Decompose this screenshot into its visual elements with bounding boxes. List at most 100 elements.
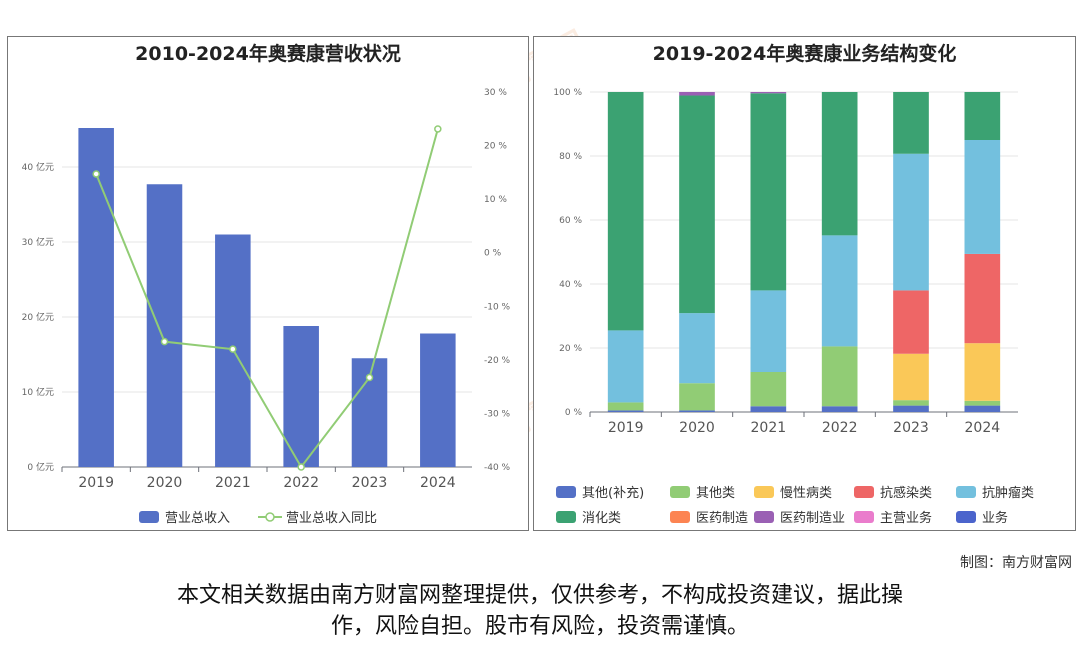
stacked-segment <box>679 410 715 412</box>
revenue-chart: 0 亿元 10 亿元 20 亿元 30 亿元 40 亿元 -40 % -30 % -20 % -… <box>22 88 511 491</box>
legend-swatch <box>139 511 159 523</box>
legend-label: 主营业务 <box>880 511 933 526</box>
stacked-segment <box>750 92 787 94</box>
stacked-segment <box>679 95 715 314</box>
legend-item[interactable]: 营业总收入同比 <box>258 507 377 526</box>
x-tick-label: 2023 <box>352 475 388 491</box>
disclaimer: 本文相关数据由南方财富网整理提供，仅供参考，不构成投资建议，据此操 作，风险自担… <box>90 580 990 642</box>
y-tick-label: 40 % <box>559 280 582 290</box>
y2-tick-label: -20 % <box>484 356 511 366</box>
y-tick-label: 0 亿元 <box>27 461 54 473</box>
revenue-bar <box>283 326 319 467</box>
y2-tick-label: 10 % <box>484 195 507 205</box>
legend-item[interactable]: 消化类 <box>556 507 621 526</box>
x-tick-label: 2020 <box>147 475 183 491</box>
y-tick-label: 0 % <box>565 408 583 418</box>
stacked-segment <box>607 402 644 411</box>
stacked-segment <box>893 92 929 154</box>
yoy-growth-point <box>365 373 374 382</box>
stacked-segment <box>821 235 858 347</box>
legend-label: 其他类 <box>696 486 736 501</box>
legend-label: 营业总收入同比 <box>286 511 378 526</box>
legend-label: 业务 <box>982 511 1009 526</box>
x-tick-label: 2019 <box>608 420 644 436</box>
chart-legend: 营业总收入 营业总收入同比 <box>8 507 530 529</box>
chart-title: 2010-2024年奥赛康营收状况 <box>135 43 401 65</box>
legend-swatch <box>854 511 874 523</box>
stacked-segment <box>964 92 1001 140</box>
y-tick-label: 20 % <box>559 344 582 354</box>
stacked-segment <box>679 92 715 96</box>
legend-swatch <box>754 511 774 523</box>
y-tick-label: 80 % <box>559 152 582 162</box>
chart-legend: 其他(补充) 其他类 慢性病类 抗感染类 抗肿瘤类消化类 医药制造 医药制造业 主营业务 业务 <box>534 482 1077 530</box>
stacked-segment <box>607 410 644 412</box>
x-tick-label: 2022 <box>822 420 858 436</box>
structure-chart: 0 % 20 % 40 % 60 % 80 % 100 % 2019 2020 2021 2022… <box>553 88 1018 436</box>
x-tick-label: 2021 <box>215 475 251 491</box>
x-tick-label: 2020 <box>679 420 715 436</box>
credit-text: 制图：南方财富网 <box>960 555 1072 571</box>
legend-label: 慢性病类 <box>780 486 833 501</box>
stacked-segment <box>964 405 1001 412</box>
stacked-segment <box>893 153 929 291</box>
stacked-segment <box>750 93 787 291</box>
legend-label: 其他(补充) <box>582 486 645 501</box>
legend-item[interactable]: 医药制造业 <box>754 507 845 526</box>
legend-item[interactable]: 业务 <box>956 507 1008 526</box>
y-tick-label: 60 % <box>559 216 582 226</box>
x-tick-label: 2024 <box>965 420 1001 436</box>
yoy-growth-line <box>95 128 439 469</box>
legend-label: 医药制造业 <box>780 511 846 526</box>
revenue-chart-panel: 2010-2024年奥赛康营收状况 0 亿元 10 亿元 20 亿元 30 亿元 40 … <box>7 36 529 531</box>
legend-swatch <box>956 511 976 523</box>
y2-tick-label: -10 % <box>484 302 511 312</box>
stacked-segment <box>607 92 644 331</box>
legend-swatch <box>854 486 874 498</box>
x-tick-label: 2024 <box>420 475 456 491</box>
legend-item[interactable]: 慢性病类 <box>754 482 832 501</box>
legend-swatch <box>670 511 690 523</box>
business-structure-panel: 2019-2024年奥赛康业务结构变化 0 % 20 % 40 % 60 % 80 % 1… <box>533 36 1076 531</box>
stacked-segment <box>821 346 858 407</box>
legend-item[interactable]: 其他(补充) <box>556 482 644 501</box>
revenue-bar <box>78 128 114 467</box>
legend-label: 抗肿瘤类 <box>982 486 1035 501</box>
legend-item[interactable]: 抗感染类 <box>854 482 932 501</box>
disclaimer-line: 作，风险自担。股市有风险，投资需谨慎。 <box>330 614 749 639</box>
y2-tick-label: 20 % <box>484 142 507 152</box>
stacked-segment <box>750 372 787 407</box>
x-tick-label: 2023 <box>893 420 929 436</box>
stacked-segment <box>821 92 858 236</box>
stacked-segment <box>679 313 715 384</box>
stacked-segment <box>893 353 929 401</box>
stacked-segment <box>964 253 1001 344</box>
legend-item[interactable]: 医药制造 <box>670 507 748 526</box>
revenue-bar <box>146 184 183 467</box>
legend-item[interactable]: 其他类 <box>670 482 735 501</box>
legend-swatch <box>556 511 576 523</box>
yoy-growth-point <box>92 170 100 178</box>
stacked-segment <box>821 406 858 412</box>
y-tick-label: 40 亿元 <box>22 161 54 173</box>
stacked-segment <box>893 400 929 406</box>
y2-tick-label: -40 % <box>484 463 511 473</box>
x-tick-label: 2022 <box>283 475 319 491</box>
stacked-segment <box>964 400 1001 406</box>
legend-swatch <box>956 486 976 498</box>
x-tick-label: 2021 <box>751 420 787 436</box>
revenue-bar <box>420 333 456 467</box>
stacked-segment <box>607 330 644 403</box>
legend-item[interactable]: 抗肿瘤类 <box>956 482 1034 501</box>
legend-item[interactable]: 营业总收入 <box>139 507 230 526</box>
legend-item[interactable]: 主营业务 <box>854 507 932 526</box>
y2-tick-label: -30 % <box>484 409 511 419</box>
stacked-segment <box>750 290 787 372</box>
stacked-segment <box>964 140 1001 254</box>
stacked-segment <box>750 406 787 412</box>
y-tick-label: 10 亿元 <box>22 386 54 398</box>
y-tick-label: 100 % <box>553 88 582 98</box>
legend-label: 抗感染类 <box>880 486 933 501</box>
legend-swatch <box>556 486 576 498</box>
y2-tick-label: 0 % <box>484 249 502 259</box>
